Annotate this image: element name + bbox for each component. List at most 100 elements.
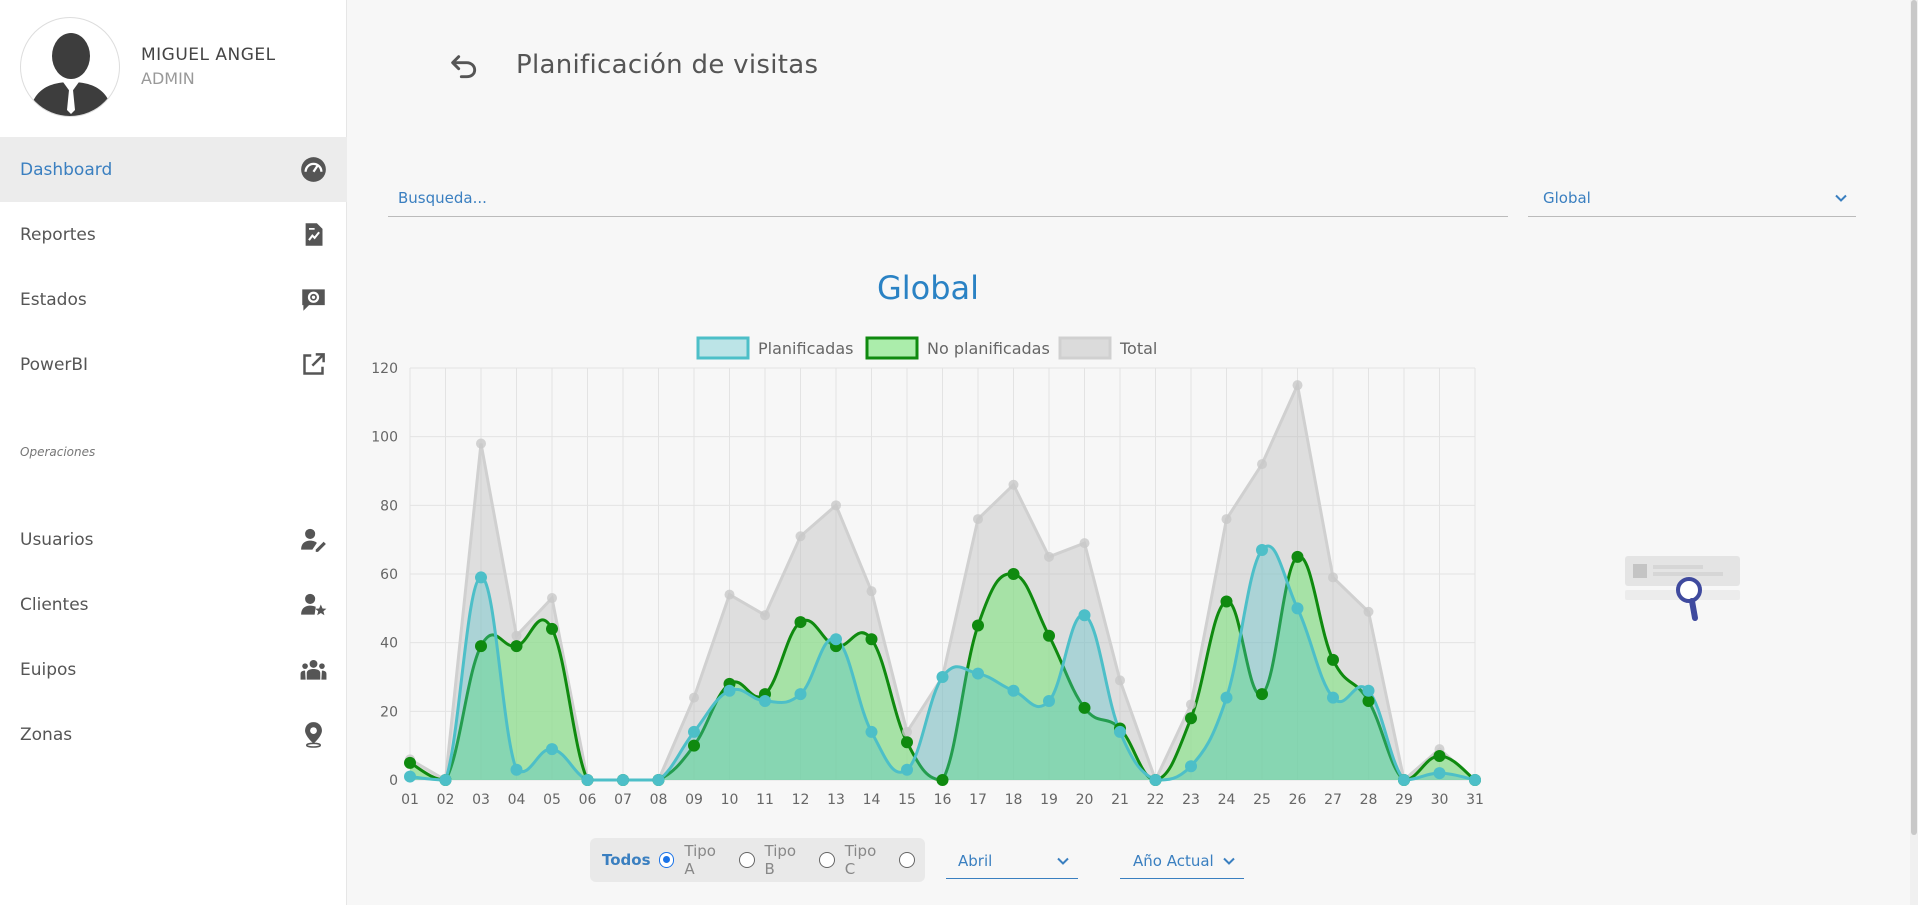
series-0-point-9	[723, 684, 736, 697]
x-tick-label-2: 03	[472, 792, 490, 808]
scope-select-value: Global	[1543, 189, 1591, 207]
series-2-point-10	[760, 610, 770, 621]
x-tick-label-25: 26	[1289, 792, 1307, 808]
radio-todos[interactable]	[658, 852, 675, 868]
x-tick-label-27: 28	[1360, 792, 1378, 808]
sidebar-item-usuarios[interactable]: Usuarios	[0, 507, 347, 572]
sidebar-item-label: PowerBI	[20, 354, 89, 375]
series-0-point-17	[1007, 684, 1020, 697]
x-tick-label-30: 31	[1466, 792, 1484, 808]
x-tick-label-0: 01	[401, 792, 419, 808]
type-filter-group: Todos Tipo A Tipo B Tipo C	[590, 838, 925, 882]
series-1-point-3	[510, 640, 523, 653]
series-2-point-22	[1186, 699, 1196, 710]
series-0-point-7	[652, 774, 665, 786]
sidebar-item-reportes[interactable]: Reportes	[0, 202, 347, 267]
sidebar-item-clientes[interactable]: Clientes	[0, 572, 347, 637]
series-1-point-13	[865, 633, 878, 646]
sidebar-item-euipos[interactable]: Euipos	[0, 637, 347, 702]
filter-label-todos: Todos	[602, 851, 651, 869]
x-tick-label-23: 24	[1218, 792, 1236, 808]
radio-tipo-b[interactable]	[818, 852, 835, 868]
y-tick-label-2: 40	[380, 636, 398, 652]
series-2-point-26	[1328, 572, 1338, 583]
series-0-point-5	[581, 774, 594, 786]
series-1-point-17	[1007, 568, 1020, 580]
sidebar-item-label: Euipos	[20, 659, 77, 680]
series-1-point-27	[1362, 695, 1375, 708]
series-0-point-13	[865, 725, 878, 738]
sidebar-item-label: Estados	[20, 289, 87, 310]
x-tick-label-28: 29	[1395, 792, 1413, 808]
user-silhouette-icon	[29, 33, 113, 116]
series-0-point-19	[1078, 609, 1091, 622]
legend-swatch-0	[696, 336, 750, 360]
scrollbar-thumb[interactable]	[1911, 0, 1917, 835]
series-0-point-29	[1433, 767, 1446, 780]
search-input[interactable]	[388, 180, 1508, 217]
x-tick-label-15: 16	[934, 792, 952, 808]
x-tick-label-8: 09	[685, 792, 703, 808]
radio-tipo-c[interactable]	[899, 852, 916, 868]
series-0-point-25	[1291, 602, 1304, 615]
series-1-point-15	[936, 774, 949, 786]
series-2-point-3	[511, 630, 522, 641]
series-0-point-2	[475, 571, 487, 584]
series-0-point-21	[1149, 774, 1162, 786]
series-2-point-11	[795, 531, 806, 542]
x-tick-label-16: 17	[969, 792, 987, 808]
scrollbar[interactable]	[1910, 0, 1918, 905]
series-0-point-28	[1398, 774, 1410, 786]
radio-tipo-a[interactable]	[738, 852, 755, 868]
series-area-0	[410, 546, 1475, 780]
series-0-point-14	[901, 763, 913, 776]
series-2-point-23	[1221, 514, 1232, 525]
x-tick-label-6: 07	[614, 792, 632, 808]
sidebar-item-zonas[interactable]: Zonas	[0, 702, 347, 767]
user-edit-icon	[301, 528, 326, 552]
x-tick-label-14: 15	[898, 792, 916, 808]
y-tick-label-5: 100	[371, 430, 398, 446]
series-2-point-16	[973, 514, 983, 525]
filter-label-tipo-c: Tipo C	[844, 842, 877, 878]
sidebar-item-estados[interactable]: Estados	[0, 267, 347, 332]
series-1-point-19	[1078, 701, 1091, 714]
chart-container: Global Planificadas No planificadas Total 0 2…	[360, 260, 1500, 820]
avatar[interactable]	[20, 17, 120, 117]
legend-label-2: Total	[1119, 339, 1157, 358]
chevron-down-icon	[1057, 857, 1069, 865]
month-select[interactable]: Abril	[946, 843, 1078, 879]
series-0-point-30	[1469, 774, 1481, 786]
sidebar-item-label: Clientes	[20, 594, 89, 615]
scope-select[interactable]: Global	[1528, 180, 1856, 217]
report-icon	[305, 223, 323, 246]
legend-label-1: No planificadas	[927, 339, 1050, 358]
sidebar-item-label: Dashboard	[20, 159, 113, 180]
series-2-point-12	[831, 500, 841, 511]
x-tick-label-22: 23	[1182, 792, 1200, 808]
series-2-point-4	[547, 593, 557, 604]
section-label-operaciones: Operaciones	[20, 445, 96, 459]
series-1-point-18	[1043, 629, 1055, 642]
year-select[interactable]: Año Actual	[1120, 843, 1244, 879]
back-icon[interactable]	[448, 50, 480, 82]
series-2-point-2	[476, 438, 486, 449]
series-area-1	[410, 556, 1475, 780]
legend-swatch-1	[865, 336, 919, 360]
x-tick-label-7: 08	[650, 792, 668, 808]
series-0-point-12	[830, 633, 842, 646]
x-tick-label-26: 27	[1324, 792, 1342, 808]
series-0-point-15	[936, 671, 949, 683]
series-1-point-16	[972, 619, 984, 632]
series-2-point-27	[1363, 606, 1374, 617]
speedometer-icon	[301, 157, 326, 182]
series-1-point-26	[1327, 653, 1339, 666]
sidebar-item-powerbi[interactable]: PowerBI	[0, 332, 347, 397]
series-0-point-1	[439, 774, 452, 786]
series-1-point-29	[1433, 749, 1446, 762]
sidebar-item-dashboard[interactable]: Dashboard	[0, 137, 347, 202]
series-0-point-18	[1043, 695, 1055, 708]
location-pin-icon	[305, 722, 322, 748]
x-tick-label-4: 05	[543, 792, 561, 808]
